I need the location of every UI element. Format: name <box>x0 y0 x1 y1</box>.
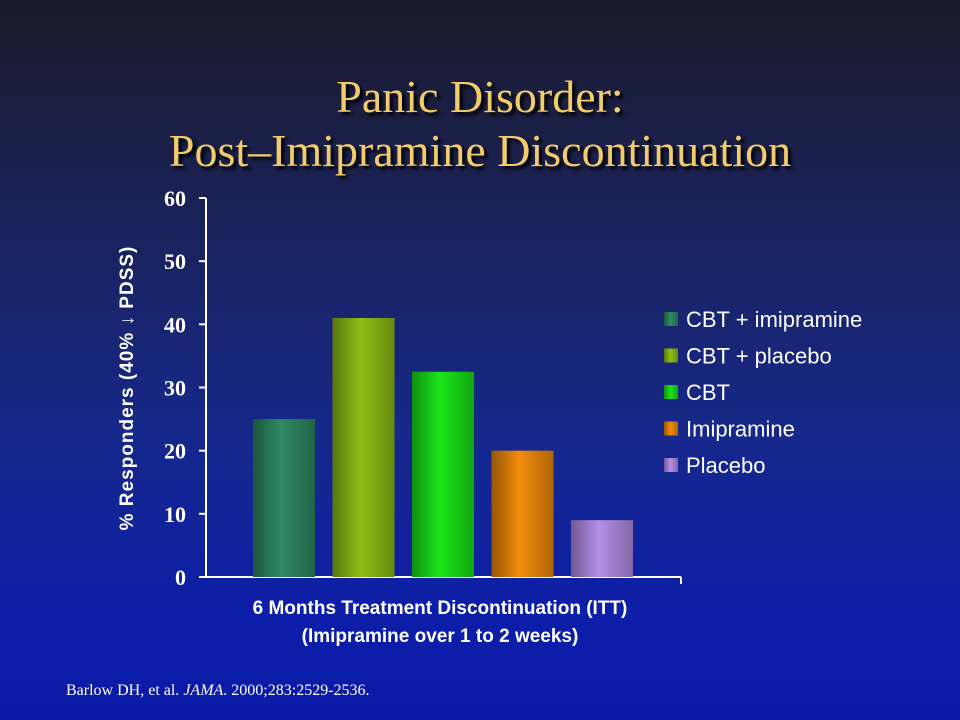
y-tick-label: 30 <box>164 376 186 401</box>
y-tick-label: 0 <box>175 565 186 590</box>
bar-cbt-imipramine <box>253 419 315 577</box>
slide-title: Panic Disorder: Post–Imipramine Disconti… <box>0 70 960 178</box>
legend-swatch <box>664 348 678 363</box>
y-axis-label: % Responders (40% ↓ PDSS) <box>117 246 138 531</box>
legend-swatch <box>664 421 678 436</box>
legend-swatch <box>664 385 678 399</box>
chart-legend: CBT + imipramine CBT + placebo CBT Imiprami… <box>664 307 862 478</box>
x-axis-label-line-2: (Imipramine over 1 to 2 weeks) <box>302 626 579 647</box>
chart-axes: 0 10 20 30 40 50 60 <box>164 186 682 590</box>
y-tick-label: 50 <box>164 249 186 274</box>
citation: Barlow DH, et al. JAMA. 2000;283:2529-25… <box>66 682 370 700</box>
chart-bars <box>253 318 633 577</box>
y-tick-label: 40 <box>164 312 186 337</box>
legend-label: Placebo <box>686 453 766 478</box>
legend-label: CBT <box>686 380 730 405</box>
legend-swatch <box>664 458 678 472</box>
legend-swatch <box>664 312 678 326</box>
bar-placebo <box>571 520 633 577</box>
bar-cbt-placebo <box>332 318 395 577</box>
x-axis-label-line-1: 6 Months Treatment Discontinuation (ITT) <box>253 598 628 619</box>
legend-label: CBT + imipramine <box>686 307 862 332</box>
citation-details: . 2000;283:2529-2536. <box>223 682 370 699</box>
y-tick-label: 10 <box>164 502 186 527</box>
legend-label: Imipramine <box>686 417 795 442</box>
y-tick-label: 20 <box>164 439 186 464</box>
title-line-1: Panic Disorder: <box>336 71 624 122</box>
citation-journal: JAMA <box>183 682 224 699</box>
y-tick-label: 60 <box>164 186 186 211</box>
legend-label: CBT + placebo <box>686 344 832 369</box>
citation-authors: Barlow DH, et al. <box>66 682 184 699</box>
title-line-2: Post–Imipramine Discontinuation <box>168 125 792 176</box>
bar-cbt <box>412 371 474 577</box>
bar-imipramine <box>491 450 554 577</box>
